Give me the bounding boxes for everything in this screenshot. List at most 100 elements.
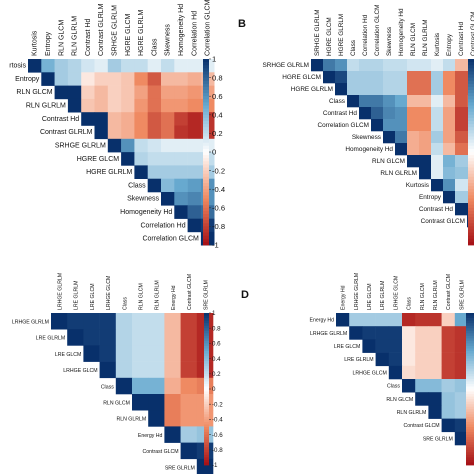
colorbar-segment (204, 345, 209, 349)
row-label: LRHGE GLCM (63, 368, 97, 374)
colorbar-segment (203, 86, 209, 91)
colorbar-segment (466, 313, 474, 316)
heatmap-cell (147, 59, 162, 73)
colorbar-segment (466, 429, 474, 433)
heatmap-cell (187, 165, 202, 179)
colorbar-segment (468, 111, 474, 116)
heatmap-cell (415, 326, 429, 340)
row-label: SRE GLRLM (165, 465, 195, 471)
heatmap-cell (161, 125, 175, 140)
colorbar-segment (203, 161, 209, 165)
heatmap-cell (107, 59, 122, 73)
colorbar-segment (468, 186, 474, 190)
heatmap-cell (443, 155, 456, 168)
colorbar-segment (466, 373, 474, 377)
colorbar-segment (204, 373, 209, 377)
column-label: RLN GLRLM (422, 19, 429, 56)
colorbar-segment (203, 195, 209, 199)
heatmap-cell (148, 313, 165, 330)
colorbar-segment (466, 406, 474, 410)
colorbar-segment (468, 183, 474, 187)
colorbar-segment (203, 114, 209, 119)
colorbar-segment (468, 195, 474, 199)
heatmap-cell (419, 131, 432, 144)
column-label: Contrast GLRLM (98, 3, 105, 56)
colorbar-segment (466, 363, 474, 367)
row-label: LRHGE GLCM (352, 370, 386, 376)
heatmap-cell (335, 71, 348, 84)
column-label: Correlation GLCM (205, 0, 212, 56)
heatmap-cell (431, 71, 444, 84)
row-label: SRHGE GLRLM (262, 62, 309, 69)
heatmap-cell (431, 59, 444, 72)
colorbar-tick-label: -0.8 (212, 447, 223, 454)
colorbar-tick-label: -0.6 (212, 203, 225, 212)
column-label: SRE GLRLM (459, 280, 465, 310)
column-label: LRE GLCM (367, 283, 373, 310)
colorbar-segment (204, 343, 209, 347)
colorbar-segment (466, 427, 474, 430)
heatmap-cell (383, 119, 396, 132)
heatmap-cell (67, 72, 82, 86)
colorbar-segment (468, 77, 474, 82)
colorbar-segment (204, 434, 209, 438)
heatmap-cell (99, 345, 117, 362)
colorbar-segment (466, 376, 474, 380)
heatmap-cell (455, 131, 468, 144)
heatmap-cell (454, 326, 469, 340)
column-label: HGRE GLCM (326, 17, 333, 56)
heatmap-cell (383, 95, 396, 108)
heatmap-cell (402, 365, 416, 380)
heatmap-panel-a: rtosis Entropy RLN GLCM RLN GLRLM Contrast H… (9, 0, 215, 246)
row-label: Correlation GLCM (142, 236, 199, 243)
heatmap-cell (428, 405, 442, 419)
column-label: HGRE GLRLM (138, 10, 145, 56)
row-label: Kurtosis (406, 182, 429, 189)
colorbar-segment (204, 457, 209, 461)
heatmap-cell (121, 85, 135, 100)
colorbar-segment (203, 207, 209, 212)
heatmap-cell (164, 313, 181, 330)
heatmap-cell (81, 112, 95, 126)
heatmap-cell (134, 112, 148, 126)
heatmap-cell (371, 95, 384, 108)
heatmap-cell (121, 59, 135, 73)
colorbar-segment (468, 167, 474, 171)
colorbar-segment (466, 361, 474, 365)
colorbar-segment (203, 220, 209, 224)
heatmap-cell (419, 155, 432, 168)
heatmap-cell (441, 365, 456, 380)
column-label: Contrast GLCM (446, 274, 452, 310)
colorbar (468, 59, 474, 246)
row-label: HGRE GLCM (77, 156, 120, 163)
heatmap-cell (443, 179, 456, 192)
colorbar-segment (203, 96, 209, 100)
heatmap-cell (359, 107, 372, 120)
colorbar-segment (466, 409, 474, 413)
row-label: RLN GLCM (103, 401, 130, 407)
colorbar-segment (466, 432, 474, 435)
colorbar-segment (466, 399, 474, 403)
colorbar-segment (466, 338, 474, 342)
colorbar-tick-label: 0 (212, 148, 216, 157)
heatmap-cell (161, 85, 175, 100)
heatmap-cell (402, 326, 416, 340)
colorbar-segment (203, 164, 209, 168)
heatmap-cell (407, 131, 420, 144)
colorbar-segment (204, 419, 209, 423)
colorbar-segment (204, 404, 209, 408)
colorbar-segment (203, 167, 209, 171)
colorbar-segment (204, 427, 209, 430)
heatmap-panel-d: Energy Hd LRHGE GLRLM LRE GLCM LRE GLRLM LRH… (241, 273, 469, 446)
row-label: HGRE GLCM (282, 74, 321, 81)
heatmap-cell (428, 392, 442, 406)
column-label: RLN GLRLM (72, 16, 79, 56)
panel-label: B (238, 18, 246, 30)
column-label: LRHGE GLRLM (354, 273, 360, 310)
heatmap-cell (107, 85, 122, 100)
column-label: Class (407, 297, 413, 310)
heatmap-cell (164, 345, 181, 362)
column-label: LRE GLRLM (380, 281, 386, 310)
colorbar-segment (204, 396, 209, 400)
